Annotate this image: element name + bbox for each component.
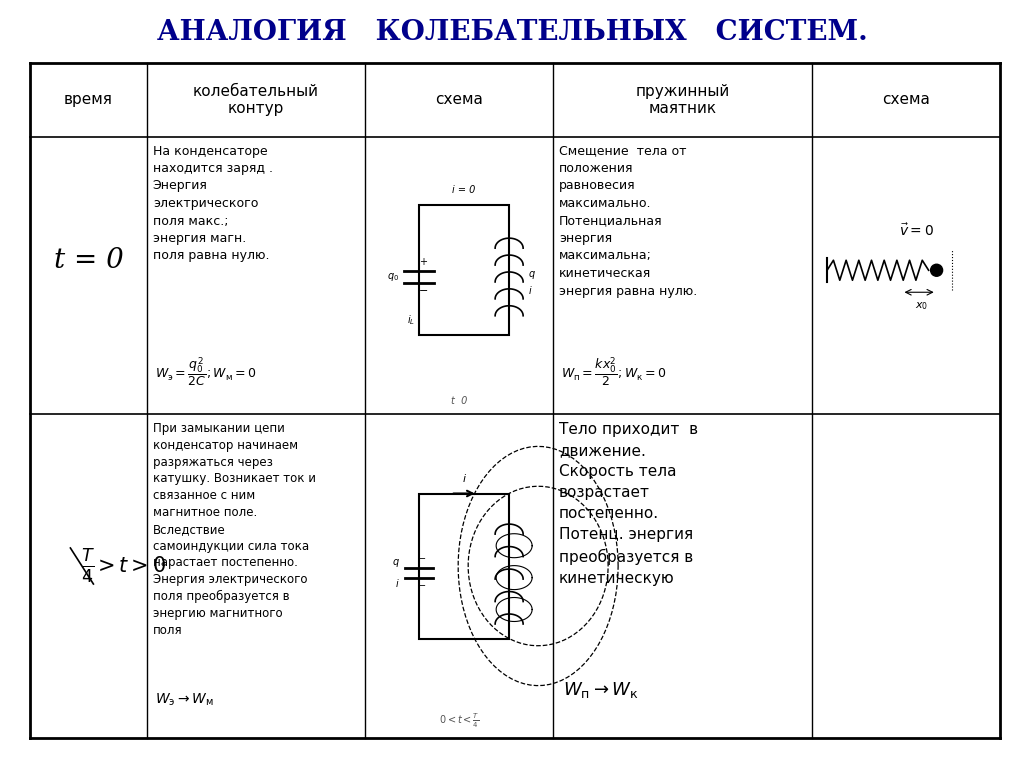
Text: $\frac{T}{4}$: $\frac{T}{4}$ bbox=[82, 547, 95, 585]
Text: i = 0: i = 0 bbox=[453, 185, 476, 195]
Text: Тело приходит  в
движение.
Скорость тела
возрастает
постепенно.
Потенц. энергия
: Тело приходит в движение. Скорость тела … bbox=[559, 422, 698, 586]
Text: Смещение  тела от
положения
равновесия
максимально.
Потенциальная
энергия
максим: Смещение тела от положения равновесия ма… bbox=[559, 144, 697, 297]
Bar bbox=[419, 494, 509, 638]
Text: $W_{\mathsf{э}} \rightarrow W_{\mathsf{м}}$: $W_{\mathsf{э}} \rightarrow W_{\mathsf{м… bbox=[155, 692, 214, 708]
Circle shape bbox=[931, 264, 943, 276]
Text: $W_{\mathsf{п}} = \dfrac{kx_0^2}{2}; W_{\mathsf{к}} = 0$: $W_{\mathsf{п}} = \dfrac{kx_0^2}{2}; W_{… bbox=[561, 356, 667, 389]
Text: $i_L$: $i_L$ bbox=[408, 313, 415, 327]
Text: $q_0$: $q_0$ bbox=[387, 271, 399, 283]
Text: $q$: $q$ bbox=[392, 558, 400, 569]
Text: $> t > 0$: $> t > 0$ bbox=[93, 556, 167, 576]
Bar bbox=[30, 63, 1000, 738]
Text: −: − bbox=[419, 286, 428, 296]
Text: $0 < t < \frac{T}{4}$: $0 < t < \frac{T}{4}$ bbox=[439, 712, 479, 730]
Text: $x_0$: $x_0$ bbox=[915, 300, 928, 312]
Text: $i$: $i$ bbox=[395, 578, 400, 589]
Text: При замыкании цепи
конденсатор начинаем
разряжаться через
катушку. Возникает ток: При замыкании цепи конденсатор начинаем … bbox=[153, 422, 315, 637]
Text: $W_{\mathsf{э}} = \dfrac{q_0^2}{2C}; W_{\mathsf{м}} = 0$: $W_{\mathsf{э}} = \dfrac{q_0^2}{2C}; W_{… bbox=[155, 356, 256, 389]
Text: i: i bbox=[463, 474, 466, 484]
Text: +: + bbox=[419, 257, 427, 266]
Text: время: время bbox=[63, 92, 113, 108]
Text: колебательный
контур: колебательный контур bbox=[193, 84, 319, 116]
Text: t  0: t 0 bbox=[451, 396, 467, 406]
Text: $i$: $i$ bbox=[528, 284, 532, 296]
Text: $q$: $q$ bbox=[528, 270, 536, 281]
Text: $W_{\mathsf{п}} \rightarrow W_{\mathsf{к}}$: $W_{\mathsf{п}} \rightarrow W_{\mathsf{к… bbox=[563, 680, 639, 700]
Text: На конденсаторе
находится заряд .
Энергия
электрического
поля макс.;
энергия маг: На конденсаторе находится заряд . Энерги… bbox=[153, 144, 272, 263]
Text: пружинный
маятник: пружинный маятник bbox=[636, 84, 730, 116]
Bar bbox=[419, 205, 509, 336]
Text: $\vec{v} = 0$: $\vec{v} = 0$ bbox=[898, 222, 934, 239]
Text: −: − bbox=[418, 554, 426, 564]
Text: t = 0: t = 0 bbox=[53, 247, 123, 273]
Text: АНАЛОГИЯ   КОЛЕБАТЕЛЬНЫХ   СИСТЕМ.: АНАЛОГИЯ КОЛЕБАТЕЛЬНЫХ СИСТЕМ. bbox=[157, 19, 867, 47]
Text: схема: схема bbox=[882, 92, 930, 108]
Text: схема: схема bbox=[435, 92, 483, 108]
Text: −: − bbox=[418, 581, 426, 591]
